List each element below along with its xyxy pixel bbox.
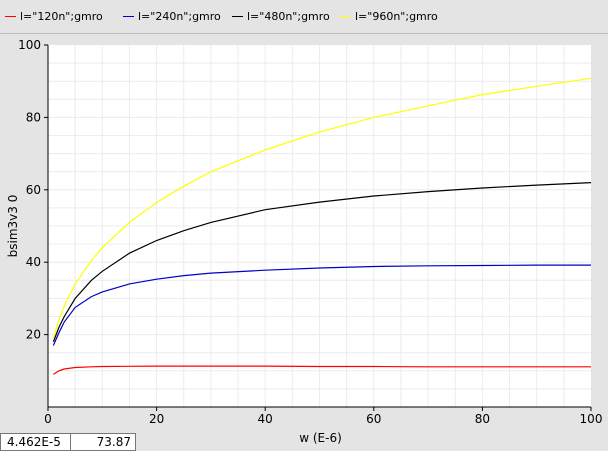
coordinate-divider [70, 434, 71, 450]
x-axis-label: w (E-6) [299, 431, 342, 445]
x-tick-label: 80 [475, 412, 490, 426]
y-axis-label: bsim3v3 0 [6, 195, 20, 258]
series-line-2 [52, 264, 591, 346]
x-tick-label: 0 [44, 412, 52, 426]
x-tick-label: 60 [366, 412, 381, 426]
legend: l="120n";gmro l="240n";gmro l="480n";gmro l… [0, 0, 608, 34]
y-tick-label: 40 [26, 255, 41, 269]
legend-item-3[interactable]: l="480n";gmro [232, 10, 330, 24]
series-line-3 [52, 182, 592, 343]
y-tick-label: 80 [26, 110, 41, 124]
legend-label-3: l="480n";gmro [247, 10, 330, 23]
legend-swatch-3 [232, 15, 243, 17]
x-tick-label: 40 [258, 412, 273, 426]
x-tick-label: 100 [580, 412, 603, 426]
coordinate-x-value: 4.462E-5 [7, 435, 61, 449]
series-line-4 [52, 77, 592, 339]
legend-label-2: l="240n";gmro [138, 10, 221, 23]
legend-swatch-4 [340, 15, 351, 17]
grid [48, 45, 591, 407]
coordinate-y-value: 73.87 [96, 435, 131, 449]
legend-swatch-1 [5, 15, 16, 17]
y-tick-label: 100 [18, 38, 41, 52]
coordinate-readout: 4.462E-5 73.87 [0, 433, 136, 451]
legend-item-1[interactable]: l="120n";gmro [5, 10, 103, 24]
legend-swatch-2 [123, 15, 134, 17]
x-tick-label: 20 [149, 412, 164, 426]
legend-item-4[interactable]: l="960n";gmro [340, 10, 438, 24]
y-tick-label: 60 [26, 183, 41, 197]
legend-label-1: l="120n";gmro [20, 10, 103, 23]
legend-item-2[interactable]: l="240n";gmro [123, 10, 221, 24]
series-line-1 [53, 365, 591, 375]
legend-label-4: l="960n";gmro [355, 10, 438, 23]
legend-separator [0, 33, 608, 34]
y-tick-label: 20 [26, 328, 41, 342]
